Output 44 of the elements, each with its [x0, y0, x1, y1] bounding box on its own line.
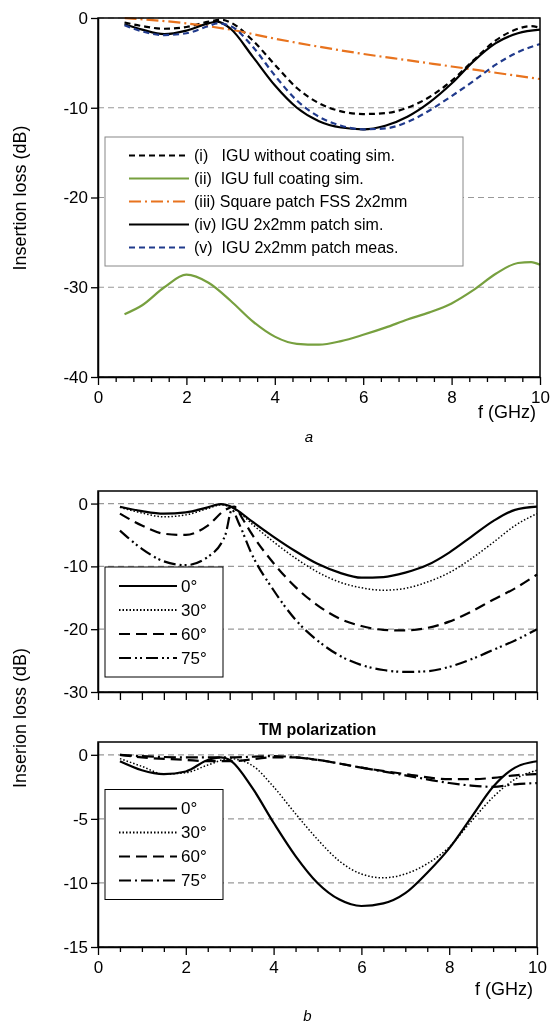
legend-label: 60° [181, 624, 207, 644]
x-tick-label: 6 [358, 388, 369, 407]
legend-label: 75° [181, 871, 207, 891]
y-tick-label: 0 [78, 8, 88, 28]
x-tick-label: 4 [270, 388, 281, 407]
legend-label: (iv) IGU 2x2mm patch sim. [194, 216, 384, 234]
y-tick-label: -20 [63, 620, 88, 640]
legend-label: (ii) IGU full coating sim. [194, 170, 364, 188]
x-tick-label: 2 [182, 388, 192, 407]
y-tick-label: -20 [63, 188, 88, 208]
x-tick-label: 10 [528, 958, 547, 977]
x-tick-label: 6 [357, 958, 367, 977]
legend-label: 60° [181, 847, 207, 867]
x-tick-label: 0 [93, 388, 104, 407]
y-tick-label: -30 [63, 278, 88, 298]
y-tick-label: -15 [63, 937, 88, 957]
legend-label: 0° [181, 799, 198, 819]
y-tick-label: -5 [72, 809, 88, 829]
y-tick-label: -10 [63, 873, 88, 893]
y-tick-label: -30 [63, 682, 88, 702]
x-tick-label: 8 [444, 958, 455, 977]
legend-label: (i) IGU without coating sim. [194, 147, 395, 165]
legend-label: 0° [181, 576, 198, 596]
x-tick-label: 8 [447, 388, 457, 407]
x-tick-label: 4 [269, 958, 279, 977]
x-axis-title: f (GHz) [478, 402, 536, 422]
legend-label: 30° [181, 823, 207, 843]
legend-label: (v) IGU 2x2mm patch meas. [194, 239, 399, 257]
y-tick-label: 0 [78, 745, 88, 765]
y-tick-label: -40 [63, 367, 88, 387]
legend-label: 75° [181, 648, 207, 668]
y-tick-label: -10 [63, 98, 88, 118]
x-tick-label: 2 [181, 958, 192, 977]
y-tick-label: 0 [78, 494, 88, 514]
chart-title: TM polarization [258, 721, 377, 738]
y-axis-title: Insertion loss (dB) [10, 125, 30, 271]
legend-label: 30° [181, 600, 207, 620]
x-tick-label: 0 [93, 958, 104, 977]
y-axis-title: Inserion loss (dB) [10, 647, 30, 789]
x-axis-title: f (GHz) [475, 979, 533, 999]
legend-label: (iii) Square patch FSS 2x2mm [194, 193, 408, 211]
y-tick-label: -10 [63, 557, 88, 577]
text: a [304, 428, 314, 445]
text: b [303, 1007, 312, 1024]
